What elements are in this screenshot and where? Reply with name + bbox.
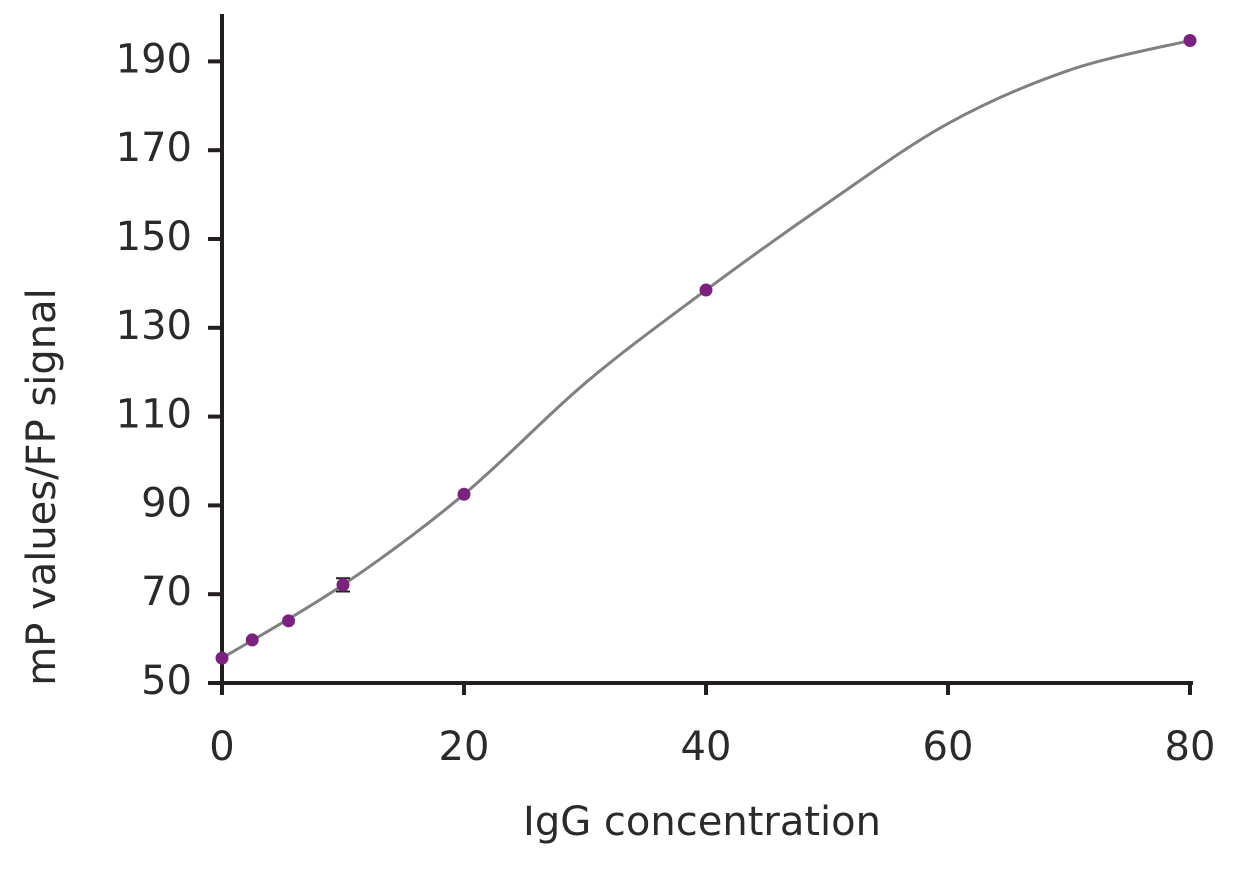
x-tick-label: 80 — [1165, 724, 1216, 770]
data-point — [457, 487, 471, 501]
y-axis-label: mP values/FP signal — [19, 288, 65, 686]
fit-curve — [221, 39, 1191, 660]
x-tick-label: 60 — [923, 724, 974, 770]
y-tick-label: 170 — [116, 125, 192, 171]
data-point — [699, 283, 713, 297]
x-axis-label: IgG concentration — [523, 799, 881, 845]
data-point — [245, 633, 259, 647]
y-tick-label: 110 — [116, 392, 192, 438]
x-tick-label: 20 — [439, 724, 490, 770]
x-tick-label: 40 — [681, 724, 732, 770]
data-point — [282, 614, 296, 628]
x-tick-label: 0 — [209, 724, 234, 770]
y-tick-label: 90 — [141, 480, 192, 526]
y-tick-label: 50 — [141, 658, 192, 704]
y-tick-label: 150 — [116, 214, 192, 260]
y-tick-label: 130 — [116, 303, 192, 349]
data-point — [1183, 34, 1197, 48]
y-tick-label: 190 — [116, 36, 192, 82]
data-point — [336, 578, 350, 592]
data-point — [215, 651, 229, 665]
y-tick-label: 70 — [141, 569, 192, 615]
